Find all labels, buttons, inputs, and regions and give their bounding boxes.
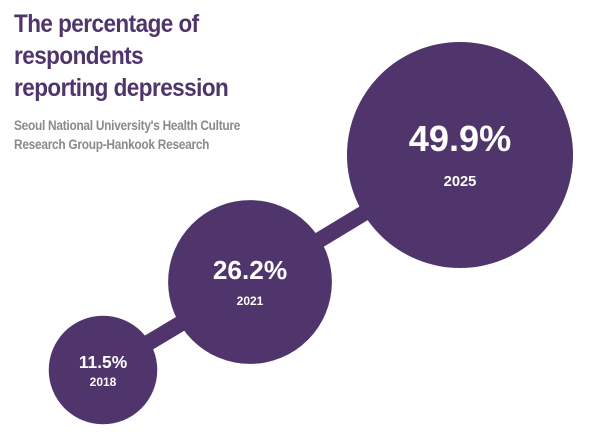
value-label: 26.2% — [213, 255, 287, 285]
year-label: 2025 — [444, 174, 477, 190]
bubble — [48, 315, 158, 425]
year-label: 2021 — [237, 294, 264, 308]
bubble — [346, 41, 574, 269]
chart-subtitle: Seoul National University's Health Cultu… — [14, 118, 241, 152]
value-label: 49.9% — [409, 118, 512, 159]
year-label: 2018 — [90, 375, 117, 389]
value-label: 11.5% — [79, 352, 127, 372]
chart-title: The percentage of respondents reporting … — [14, 10, 229, 102]
bubble — [168, 200, 332, 364]
